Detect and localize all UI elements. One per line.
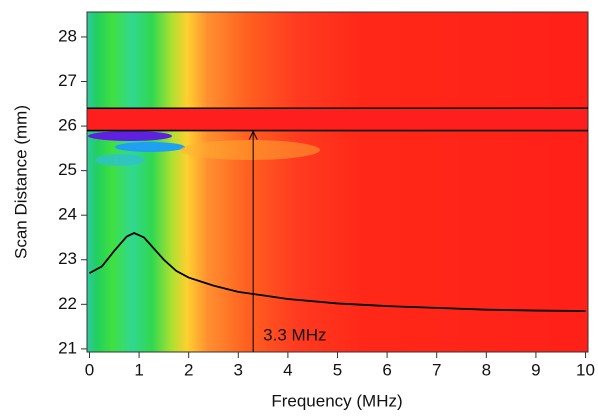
- x-tick-label: 6: [382, 360, 391, 379]
- x-tick-label: 5: [333, 360, 342, 379]
- heatmap-blob: [115, 142, 185, 152]
- heatmap-blob: [95, 154, 145, 166]
- y-tick-label: 22: [58, 294, 77, 313]
- y-tick-label: 27: [58, 71, 77, 90]
- heatmap-blob: [88, 131, 172, 141]
- x-tick-label: 10: [576, 360, 595, 379]
- x-tick-label: 9: [531, 360, 540, 379]
- heatmap: [87, 12, 588, 352]
- x-tick-label: 2: [184, 360, 193, 379]
- heatmap-band: [87, 108, 588, 130]
- y-tick-label: 24: [58, 205, 77, 224]
- y-axis-label: Scan Distance (mm): [11, 105, 30, 259]
- y-tick-label: 28: [58, 26, 77, 45]
- x-tick-label: 8: [482, 360, 491, 379]
- y-tick-label: 23: [58, 249, 77, 268]
- x-tick-label: 1: [134, 360, 143, 379]
- y-tick-label: 21: [58, 338, 77, 357]
- annotation-label: 3.3 MHz: [263, 325, 326, 344]
- heatmap-blob: [180, 140, 320, 160]
- plot-area: [86, 11, 589, 353]
- x-axis-label: Frequency (MHz): [271, 391, 402, 410]
- x-tick-label: 7: [432, 360, 441, 379]
- x-tick-label: 4: [283, 360, 292, 379]
- arrow-head: [248, 130, 258, 140]
- x-tick-label: 0: [85, 360, 94, 379]
- y-tick-label: 25: [58, 160, 77, 179]
- y-tick-label: 26: [58, 116, 77, 135]
- x-tick-label: 3: [234, 360, 243, 379]
- line-series: [89, 232, 586, 312]
